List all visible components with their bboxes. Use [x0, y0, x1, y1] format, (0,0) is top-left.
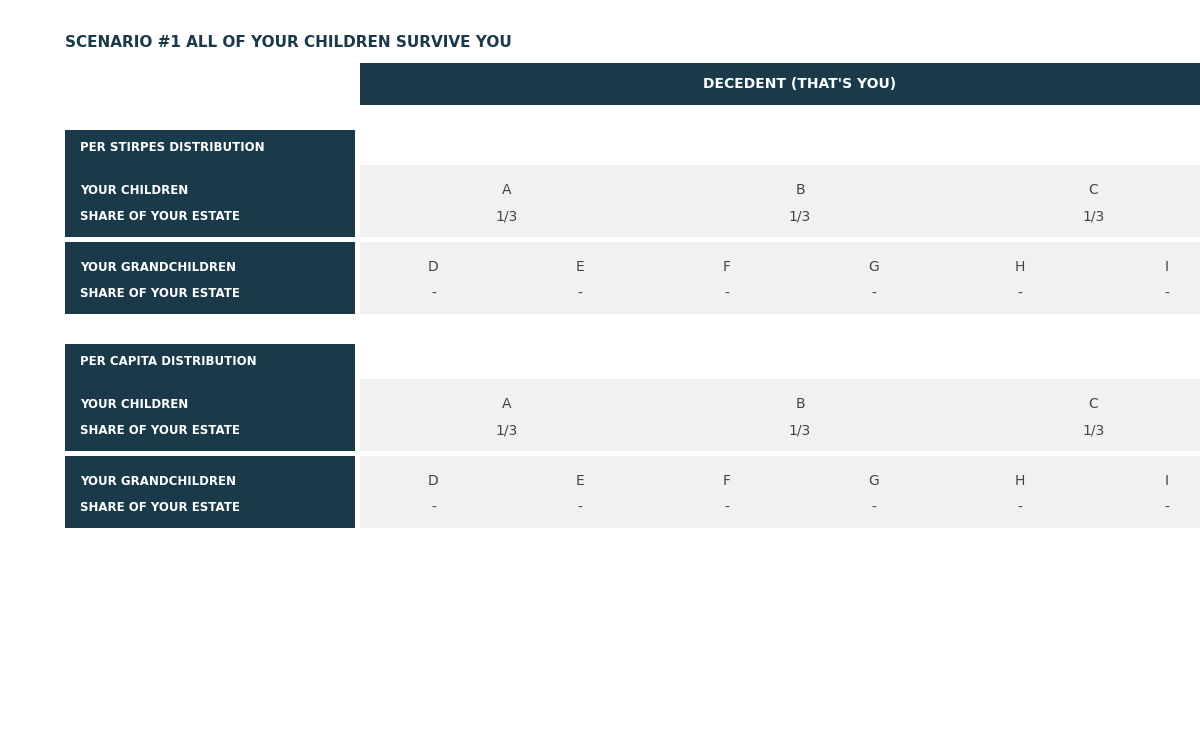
Text: -: -: [577, 286, 582, 301]
Text: F: F: [722, 260, 731, 274]
Text: 1/3: 1/3: [788, 210, 811, 224]
Text: D: D: [428, 474, 439, 488]
Text: -: -: [871, 286, 876, 301]
Text: F: F: [722, 474, 731, 488]
FancyBboxPatch shape: [65, 344, 355, 379]
Text: -: -: [1164, 286, 1169, 301]
Text: YOUR GRANDCHILDREN: YOUR GRANDCHILDREN: [80, 261, 236, 274]
Text: E: E: [576, 260, 584, 274]
Text: -: -: [577, 501, 582, 515]
Text: E: E: [576, 474, 584, 488]
FancyBboxPatch shape: [360, 63, 1200, 105]
Text: 1/3: 1/3: [1082, 424, 1104, 438]
FancyBboxPatch shape: [360, 165, 1200, 237]
Text: YOUR CHILDREN: YOUR CHILDREN: [80, 398, 188, 411]
Text: SCENARIO #1 ALL OF YOUR CHILDREN SURVIVE YOU: SCENARIO #1 ALL OF YOUR CHILDREN SURVIVE…: [65, 35, 511, 50]
Text: -: -: [1164, 501, 1169, 515]
Text: I: I: [1165, 260, 1169, 274]
Text: 1/3: 1/3: [1082, 210, 1104, 224]
Text: C: C: [1088, 183, 1098, 197]
Text: H: H: [1015, 260, 1025, 274]
FancyBboxPatch shape: [360, 242, 1200, 314]
Text: 1/3: 1/3: [496, 210, 517, 224]
Text: SHARE OF YOUR ESTATE: SHARE OF YOUR ESTATE: [80, 501, 240, 515]
FancyBboxPatch shape: [360, 456, 1200, 528]
Text: DECEDENT (THAT'S YOU): DECEDENT (THAT'S YOU): [703, 77, 896, 91]
Text: SHARE OF YOUR ESTATE: SHARE OF YOUR ESTATE: [80, 287, 240, 300]
FancyBboxPatch shape: [65, 165, 355, 237]
Text: I: I: [1165, 474, 1169, 488]
Text: D: D: [428, 260, 439, 274]
FancyBboxPatch shape: [65, 456, 355, 528]
Text: PER STIRPES DISTRIBUTION: PER STIRPES DISTRIBUTION: [80, 141, 265, 154]
Text: -: -: [725, 501, 730, 515]
Text: YOUR CHILDREN: YOUR CHILDREN: [80, 184, 188, 196]
Text: -: -: [1018, 286, 1022, 301]
Text: -: -: [725, 286, 730, 301]
FancyBboxPatch shape: [65, 379, 355, 451]
Text: G: G: [868, 474, 878, 488]
Text: A: A: [502, 183, 511, 197]
Text: 1/3: 1/3: [788, 424, 811, 438]
Text: -: -: [871, 501, 876, 515]
FancyBboxPatch shape: [65, 130, 355, 165]
Text: YOUR GRANDCHILDREN: YOUR GRANDCHILDREN: [80, 475, 236, 488]
Text: B: B: [796, 398, 805, 411]
Text: C: C: [1088, 398, 1098, 411]
Text: B: B: [796, 183, 805, 197]
FancyBboxPatch shape: [360, 379, 1200, 451]
Text: H: H: [1015, 474, 1025, 488]
Text: -: -: [431, 501, 436, 515]
Text: -: -: [1018, 501, 1022, 515]
Text: G: G: [868, 260, 878, 274]
Text: -: -: [431, 286, 436, 301]
Text: 1/3: 1/3: [496, 424, 517, 438]
FancyBboxPatch shape: [65, 242, 355, 314]
Text: PER CAPITA DISTRIBUTION: PER CAPITA DISTRIBUTION: [80, 355, 257, 368]
Text: SHARE OF YOUR ESTATE: SHARE OF YOUR ESTATE: [80, 210, 240, 224]
Text: A: A: [502, 398, 511, 411]
Text: SHARE OF YOUR ESTATE: SHARE OF YOUR ESTATE: [80, 424, 240, 437]
